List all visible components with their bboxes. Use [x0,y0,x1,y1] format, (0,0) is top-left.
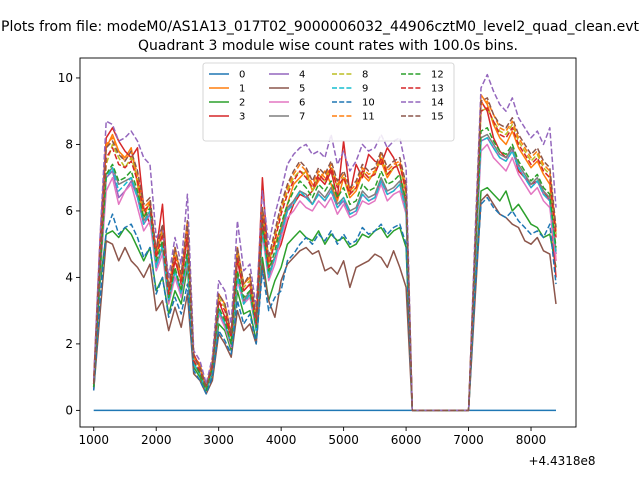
series-line-14 [92,73,557,412]
series-line-15 [92,97,557,412]
chart-title: Quadrant 3 module wise count rates with … [138,38,518,54]
x-tick-label: 2000 [141,433,172,447]
legend-label-14: 14 [431,98,444,109]
legend-label-6: 6 [299,98,305,109]
axes-frame [79,57,577,428]
legend-box [202,62,455,142]
legend-label-4: 4 [299,70,305,81]
legend-label-10: 10 [362,98,375,109]
x-tick-label: 8000 [516,433,547,447]
y-axis: 0 2 4 6 8 10 [58,71,80,417]
legend-label-15: 15 [431,112,444,123]
y-tick-label: 4 [65,270,73,284]
legend-label-8: 8 [362,70,368,81]
legend-label-1: 1 [239,84,245,95]
legend-label-3: 3 [239,112,245,123]
legend-label-11: 11 [362,112,375,123]
legend-label-12: 12 [431,70,444,81]
x-tick-label: 7000 [453,433,484,447]
figure-suptitle: Plots from file: modeM0/AS1A13_017T02_90… [1,19,639,35]
x-tick-label: 5000 [328,433,359,447]
y-tick-label: 10 [58,71,73,85]
x-tick-label: 3000 [203,433,234,447]
series-line-12 [92,127,557,412]
legend-label-2: 2 [239,98,245,109]
x-tick-label: 1000 [78,433,109,447]
y-tick-label: 0 [65,403,73,417]
legend-label-13: 13 [431,84,444,95]
series-line-10 [92,196,557,412]
y-tick-label: 8 [65,137,73,151]
y-tick-label: 2 [65,337,73,351]
x-tick-label: 4000 [266,433,297,447]
y-tick-label: 6 [65,204,73,218]
x-offset-label: +4.4318e8 [528,454,595,468]
x-tick-label: 6000 [391,433,422,447]
series-layer [92,73,557,412]
legend-label-7: 7 [299,112,305,123]
legend-label-0: 0 [239,70,245,81]
x-axis: 1000 2000 3000 4000 5000 6000 7000 8000 [78,427,546,447]
legend-label-5: 5 [299,84,305,95]
legend-label-9: 9 [362,84,368,95]
